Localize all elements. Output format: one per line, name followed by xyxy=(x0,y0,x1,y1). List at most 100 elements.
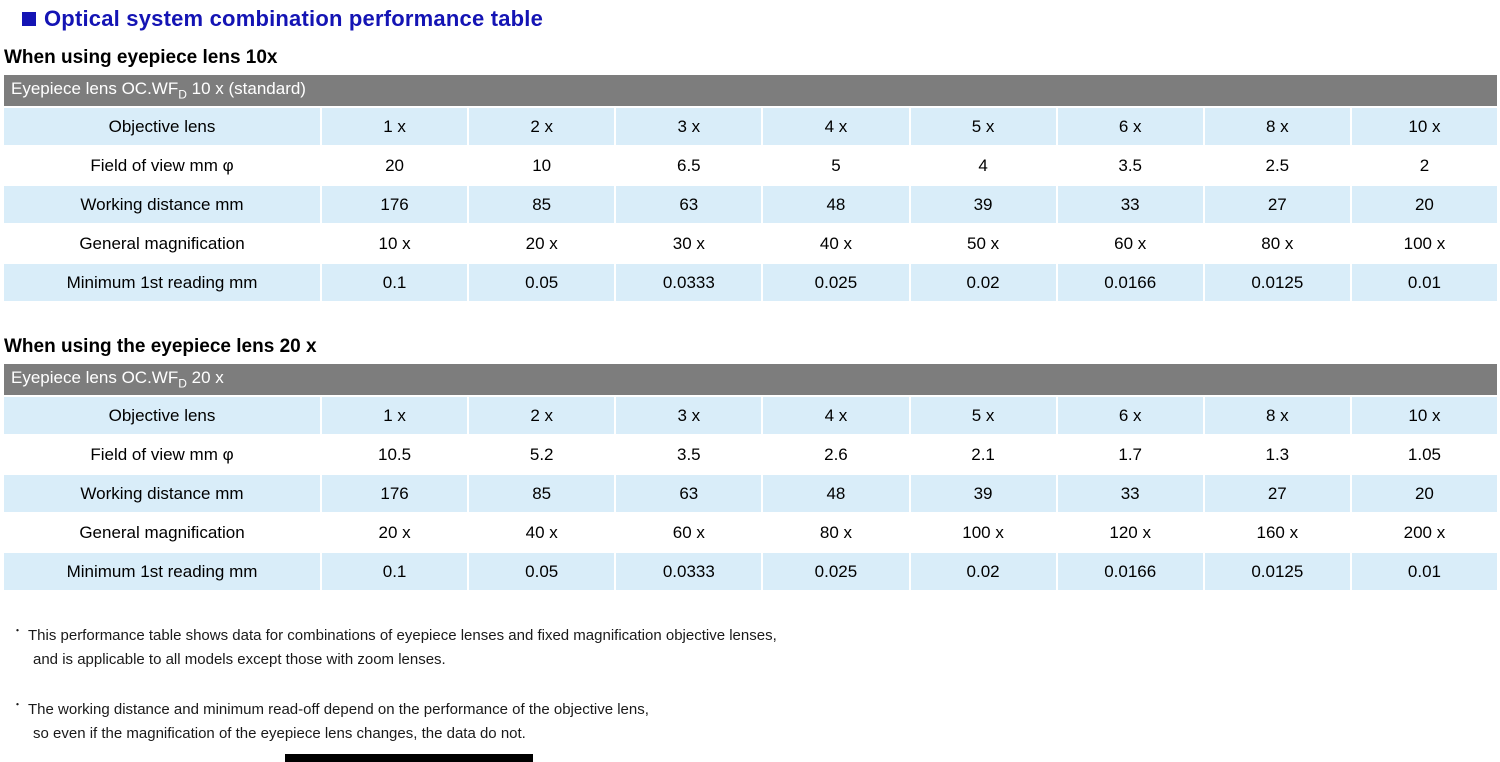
value-cell: 8 x xyxy=(1204,108,1350,145)
value-cell: 20 xyxy=(1351,186,1497,223)
footnote-text: This performance table shows data for co… xyxy=(28,627,777,644)
value-cell: 100 x xyxy=(910,514,1056,551)
footnote-line: so even if the magnification of the eyep… xyxy=(33,725,526,742)
table-title-subscript: D xyxy=(178,376,187,391)
value-cell: 3 x xyxy=(616,397,762,434)
value-cell: 0.025 xyxy=(763,264,909,301)
value-cell: 6 x xyxy=(1057,108,1203,145)
section-heading-10x: When using eyepiece lens 10x xyxy=(4,47,278,68)
row-label: Field of view mm φ xyxy=(4,436,320,473)
row-label: Minimum 1st reading mm xyxy=(4,264,320,301)
row-label: Objective lens xyxy=(4,108,320,145)
value-cell: 120 x xyxy=(1057,514,1203,551)
value-cell: 2 x xyxy=(469,108,615,145)
value-cell: 0.0166 xyxy=(1057,264,1203,301)
value-cell: 20 xyxy=(1351,475,1497,512)
value-cell: 4 x xyxy=(763,397,909,434)
row-label: Working distance mm xyxy=(4,186,320,223)
value-cell: 100 x xyxy=(1351,225,1497,262)
table-title-suffix: 10 x (standard) xyxy=(186,79,306,99)
value-cell: 2 xyxy=(1351,147,1497,184)
row-label: Field of view mm φ xyxy=(4,147,320,184)
value-cell: 1.3 xyxy=(1204,436,1350,473)
value-cell: 85 xyxy=(469,186,615,223)
value-cell: 0.0166 xyxy=(1057,553,1203,590)
value-cell: 160 x xyxy=(1204,514,1350,551)
footnote-line: ・ The working distance and minimum read-o… xyxy=(12,693,1500,722)
table-row: Working distance mm 176 85 63 48 39 33 27 20 xyxy=(4,475,1497,512)
value-cell: 40 x xyxy=(763,225,909,262)
value-cell: 4 x xyxy=(763,108,909,145)
row-label: Minimum 1st reading mm xyxy=(4,553,320,590)
value-cell: 0.1 xyxy=(322,264,468,301)
value-cell: 10 x xyxy=(1351,108,1497,145)
table-title-prefix: Eyepiece lens OC.WF xyxy=(11,79,179,99)
page-title: Optical system combination performance t… xyxy=(44,6,544,31)
value-cell: 5 x xyxy=(910,108,1056,145)
value-cell: 176 xyxy=(322,475,468,512)
value-cell: 27 xyxy=(1204,475,1350,512)
value-cell: 5 xyxy=(763,147,909,184)
row-label: General magnification xyxy=(4,514,320,551)
note-bullet-icon: ・ xyxy=(12,625,23,637)
value-cell: 40 x xyxy=(469,514,615,551)
value-cell: 60 x xyxy=(616,514,762,551)
value-cell: 85 xyxy=(469,475,615,512)
value-cell: 1.05 xyxy=(1351,436,1497,473)
value-cell: 0.025 xyxy=(763,553,909,590)
value-cell: 60 x xyxy=(1057,225,1203,262)
value-cell: 48 xyxy=(763,475,909,512)
value-cell: 10.5 xyxy=(322,436,468,473)
value-cell: 20 x xyxy=(322,514,468,551)
value-cell: 3.5 xyxy=(616,436,762,473)
note-bullet-icon: ・ xyxy=(12,699,23,711)
value-cell: 4 xyxy=(910,147,1056,184)
table-title-prefix: Eyepiece lens OC.WF xyxy=(11,368,179,388)
value-cell: 0.02 xyxy=(910,553,1056,590)
footnotes: ・ This performance table shows data for c… xyxy=(12,619,1500,746)
value-cell: 200 x xyxy=(1351,514,1497,551)
value-cell: 5.2 xyxy=(469,436,615,473)
value-cell: 30 x xyxy=(616,225,762,262)
table-row: Working distance mm 176 85 63 48 39 33 27 20 xyxy=(4,186,1497,223)
table-row: Minimum 1st reading mm 0.1 0.05 0.0333 0.025… xyxy=(4,264,1497,301)
value-cell: 27 xyxy=(1204,186,1350,223)
value-cell: 1.7 xyxy=(1057,436,1203,473)
table-title-suffix: 20 x xyxy=(186,368,224,388)
table-row: Minimum 1st reading mm 0.1 0.05 0.0333 0.025… xyxy=(4,553,1497,590)
value-cell: 6 x xyxy=(1057,397,1203,434)
section-heading-20x: When using the eyepiece lens 20 x xyxy=(4,336,317,357)
value-cell: 33 xyxy=(1057,186,1203,223)
row-label: General magnification xyxy=(4,225,320,262)
page-header: Optical system combination performance t… xyxy=(0,4,1500,34)
section-eyepiece-10x: When using eyepiece lens 10x Eyepiece le… xyxy=(0,47,1500,303)
value-cell: 0.05 xyxy=(469,264,615,301)
table-title-bar-20x: Eyepiece lens OC.WFD 20 x xyxy=(4,364,1497,395)
cropped-black-bar xyxy=(285,754,533,762)
footnote-text: The working distance and minimum read-of… xyxy=(28,701,649,718)
value-cell: 2.1 xyxy=(910,436,1056,473)
value-cell: 10 x xyxy=(322,225,468,262)
value-cell: 1 x xyxy=(322,108,468,145)
value-cell: 20 xyxy=(322,147,468,184)
value-cell: 80 x xyxy=(1204,225,1350,262)
value-cell: 176 xyxy=(322,186,468,223)
value-cell: 63 xyxy=(616,475,762,512)
row-label: Working distance mm xyxy=(4,475,320,512)
value-cell: 2 x xyxy=(469,397,615,434)
footnote-line: ・ This performance table shows data for c… xyxy=(12,619,1500,648)
value-cell: 8 x xyxy=(1204,397,1350,434)
performance-table-20x: Eyepiece lens OC.WFD 20 x Objective lens… xyxy=(2,362,1499,592)
value-cell: 0.0333 xyxy=(616,553,762,590)
table-title-subscript: D xyxy=(178,87,187,102)
value-cell: 33 xyxy=(1057,475,1203,512)
value-cell: 0.1 xyxy=(322,553,468,590)
value-cell: 10 xyxy=(469,147,615,184)
performance-table-10x: Eyepiece lens OC.WFD 10 x (standard) Obj… xyxy=(2,73,1499,303)
value-cell: 20 x xyxy=(469,225,615,262)
value-cell: 0.05 xyxy=(469,553,615,590)
value-cell: 3 x xyxy=(616,108,762,145)
